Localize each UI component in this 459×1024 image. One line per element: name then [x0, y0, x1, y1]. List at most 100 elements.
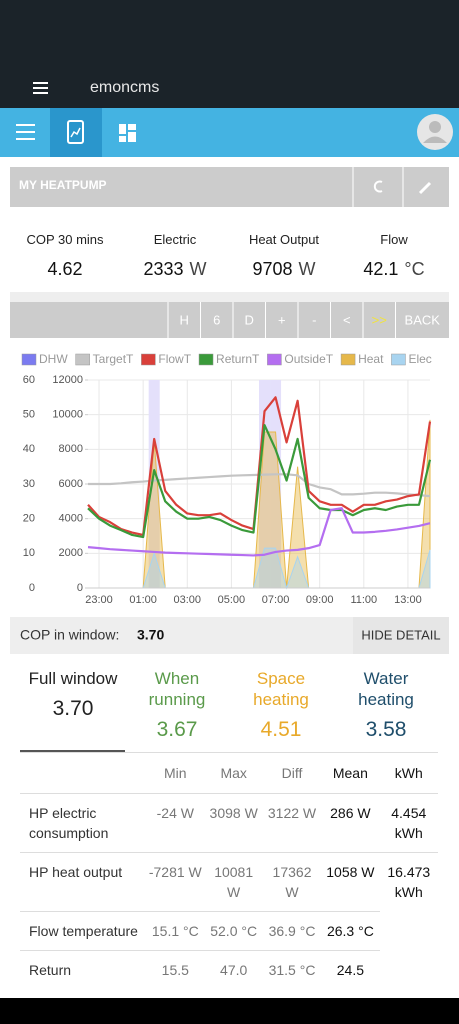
hide-detail-label[interactable]: HIDE DETAIL: [361, 627, 440, 642]
dhw-band: [204, 380, 215, 588]
dhw-band: [325, 380, 336, 588]
legend-label: OutsideT: [284, 352, 333, 366]
x-tick-label: 07:00: [262, 594, 290, 606]
stat-value-row: 9708 W: [214, 259, 354, 280]
chart-toolbar: [10, 302, 449, 338]
stat-unit: W: [298, 259, 316, 279]
table-cell: 10081 W: [204, 852, 263, 912]
dhw-band: [171, 380, 182, 588]
legend-label: ReturnT: [216, 352, 260, 366]
header-cell: Max: [204, 752, 263, 794]
table-row: Flow temperature 15.1 °C 52.0 °C 36.9 °C 26.…: [20, 911, 438, 951]
dhw-band: [369, 380, 380, 588]
dhw-band: [148, 380, 160, 588]
dhw-band: [237, 380, 248, 588]
table-cell: -7281 W: [146, 852, 205, 912]
y2-tick-label: 12000: [52, 374, 83, 386]
table-row: Return 15.5 47.0 31.5 °C 24.5: [20, 950, 438, 989]
chart-button[interactable]: BACK: [405, 312, 441, 327]
x-tick-label: 23:00: [85, 594, 113, 606]
table-cell: 15.1 °C: [146, 911, 205, 951]
table-cell: 1058 W: [321, 852, 380, 912]
y2-tick-label: 2000: [59, 547, 83, 559]
cop-window-label: COP in window:: [20, 627, 119, 643]
stat-value: 4.62: [47, 259, 83, 279]
y2-tick-label: 4000: [59, 513, 83, 525]
dashboard-icon[interactable]: [119, 124, 136, 142]
chart-button[interactable]: 6: [213, 312, 220, 327]
table-cell: 31.5 °C: [262, 950, 322, 989]
chart-button[interactable]: >>: [372, 312, 387, 327]
menu-icon[interactable]: [33, 82, 48, 94]
header-cell: kWh: [379, 752, 438, 794]
graph-icon-line: [70, 127, 81, 138]
stat-value: 42.1: [363, 259, 399, 279]
chart-button[interactable]: D: [245, 312, 254, 327]
app-title: emoncms: [90, 79, 159, 96]
dhw-band: [226, 380, 237, 588]
dhw-band: [391, 380, 402, 588]
table-cell: 47.0: [204, 950, 263, 989]
line: [87, 423, 432, 539]
y-tick-label: 20: [23, 513, 35, 525]
table-cell: 16.473 kWh: [379, 852, 438, 912]
stat-unit: W: [189, 259, 207, 279]
summary-label: Full window: [28, 669, 118, 688]
chart-button[interactable]: -: [312, 312, 316, 327]
chart-button[interactable]: +: [278, 312, 286, 327]
table-cell: 4.454 kWh: [379, 793, 438, 853]
legend-label: DHW: [39, 352, 68, 366]
legend-swatch: [75, 353, 90, 366]
settings-icon[interactable]: [418, 181, 432, 195]
legend-swatch: [141, 353, 156, 366]
dhw-band: [259, 380, 271, 588]
dhw-band: [127, 380, 138, 588]
table-cell: 24.5: [321, 950, 380, 989]
dhw-band: [193, 380, 204, 588]
legend-swatch: [198, 353, 214, 366]
table-cell: 3122 W: [262, 793, 322, 853]
panel-title: MY HEATPUMP: [19, 178, 107, 192]
table-cell: 17362 W: [262, 852, 322, 912]
legend-label: FlowT: [158, 352, 191, 366]
stat-label: Heat Output: [248, 232, 320, 247]
sidebar-icon[interactable]: [16, 124, 35, 140]
legend-swatch: [21, 353, 37, 366]
share-icon[interactable]: [373, 180, 383, 193]
table-cell: 52.0 °C: [204, 911, 263, 951]
chart: 0 10 20 30 40 50 60 0 2000 4000 6000 8000 10000 12000…: [23, 374, 432, 606]
hide-detail-button[interactable]: [353, 617, 449, 654]
dhw-band: [402, 380, 413, 588]
divider: [10, 292, 449, 302]
stats-table: Min Max Diff Mean kWh HP electric consumption…: [20, 752, 438, 989]
stat-label: Flow: [380, 232, 408, 247]
header-cell: Mean: [321, 752, 380, 794]
stat-label: COP 30 mins: [26, 232, 104, 247]
table-cell: Return: [20, 950, 147, 989]
table-cell: 286 W: [321, 793, 380, 853]
table-cell: 15.5: [146, 950, 205, 989]
graph-icon: [67, 120, 84, 144]
chart-button[interactable]: <: [343, 312, 351, 327]
nav-gesture-bar: [0, 998, 459, 1024]
y-tick-label: 40: [23, 443, 35, 455]
table-row: HP heat output -7281 W 10081 W 17362 W 1058 …: [20, 852, 438, 912]
y-tick-label: 50: [23, 409, 35, 421]
dhw-band: [182, 380, 193, 588]
table-row: HP electric consumption -24 W 3098 W 3122 W…: [20, 793, 438, 853]
summary-label: Water heating: [358, 669, 414, 709]
y2-tick-label: 8000: [59, 443, 83, 455]
y-tick-label: 10: [23, 547, 35, 559]
dhw-band: [215, 380, 226, 588]
table-cell: 3098 W: [204, 793, 263, 853]
stat-value: 2333: [143, 259, 184, 279]
x-tick-label: 05:00: [218, 594, 246, 606]
stat-value-row: 2333 W: [105, 259, 245, 280]
dhw-band: [314, 380, 325, 588]
dhw-band: [270, 380, 282, 588]
chart-button[interactable]: H: [180, 312, 189, 327]
legend-swatch: [391, 353, 406, 366]
dhw-band: [358, 380, 369, 588]
